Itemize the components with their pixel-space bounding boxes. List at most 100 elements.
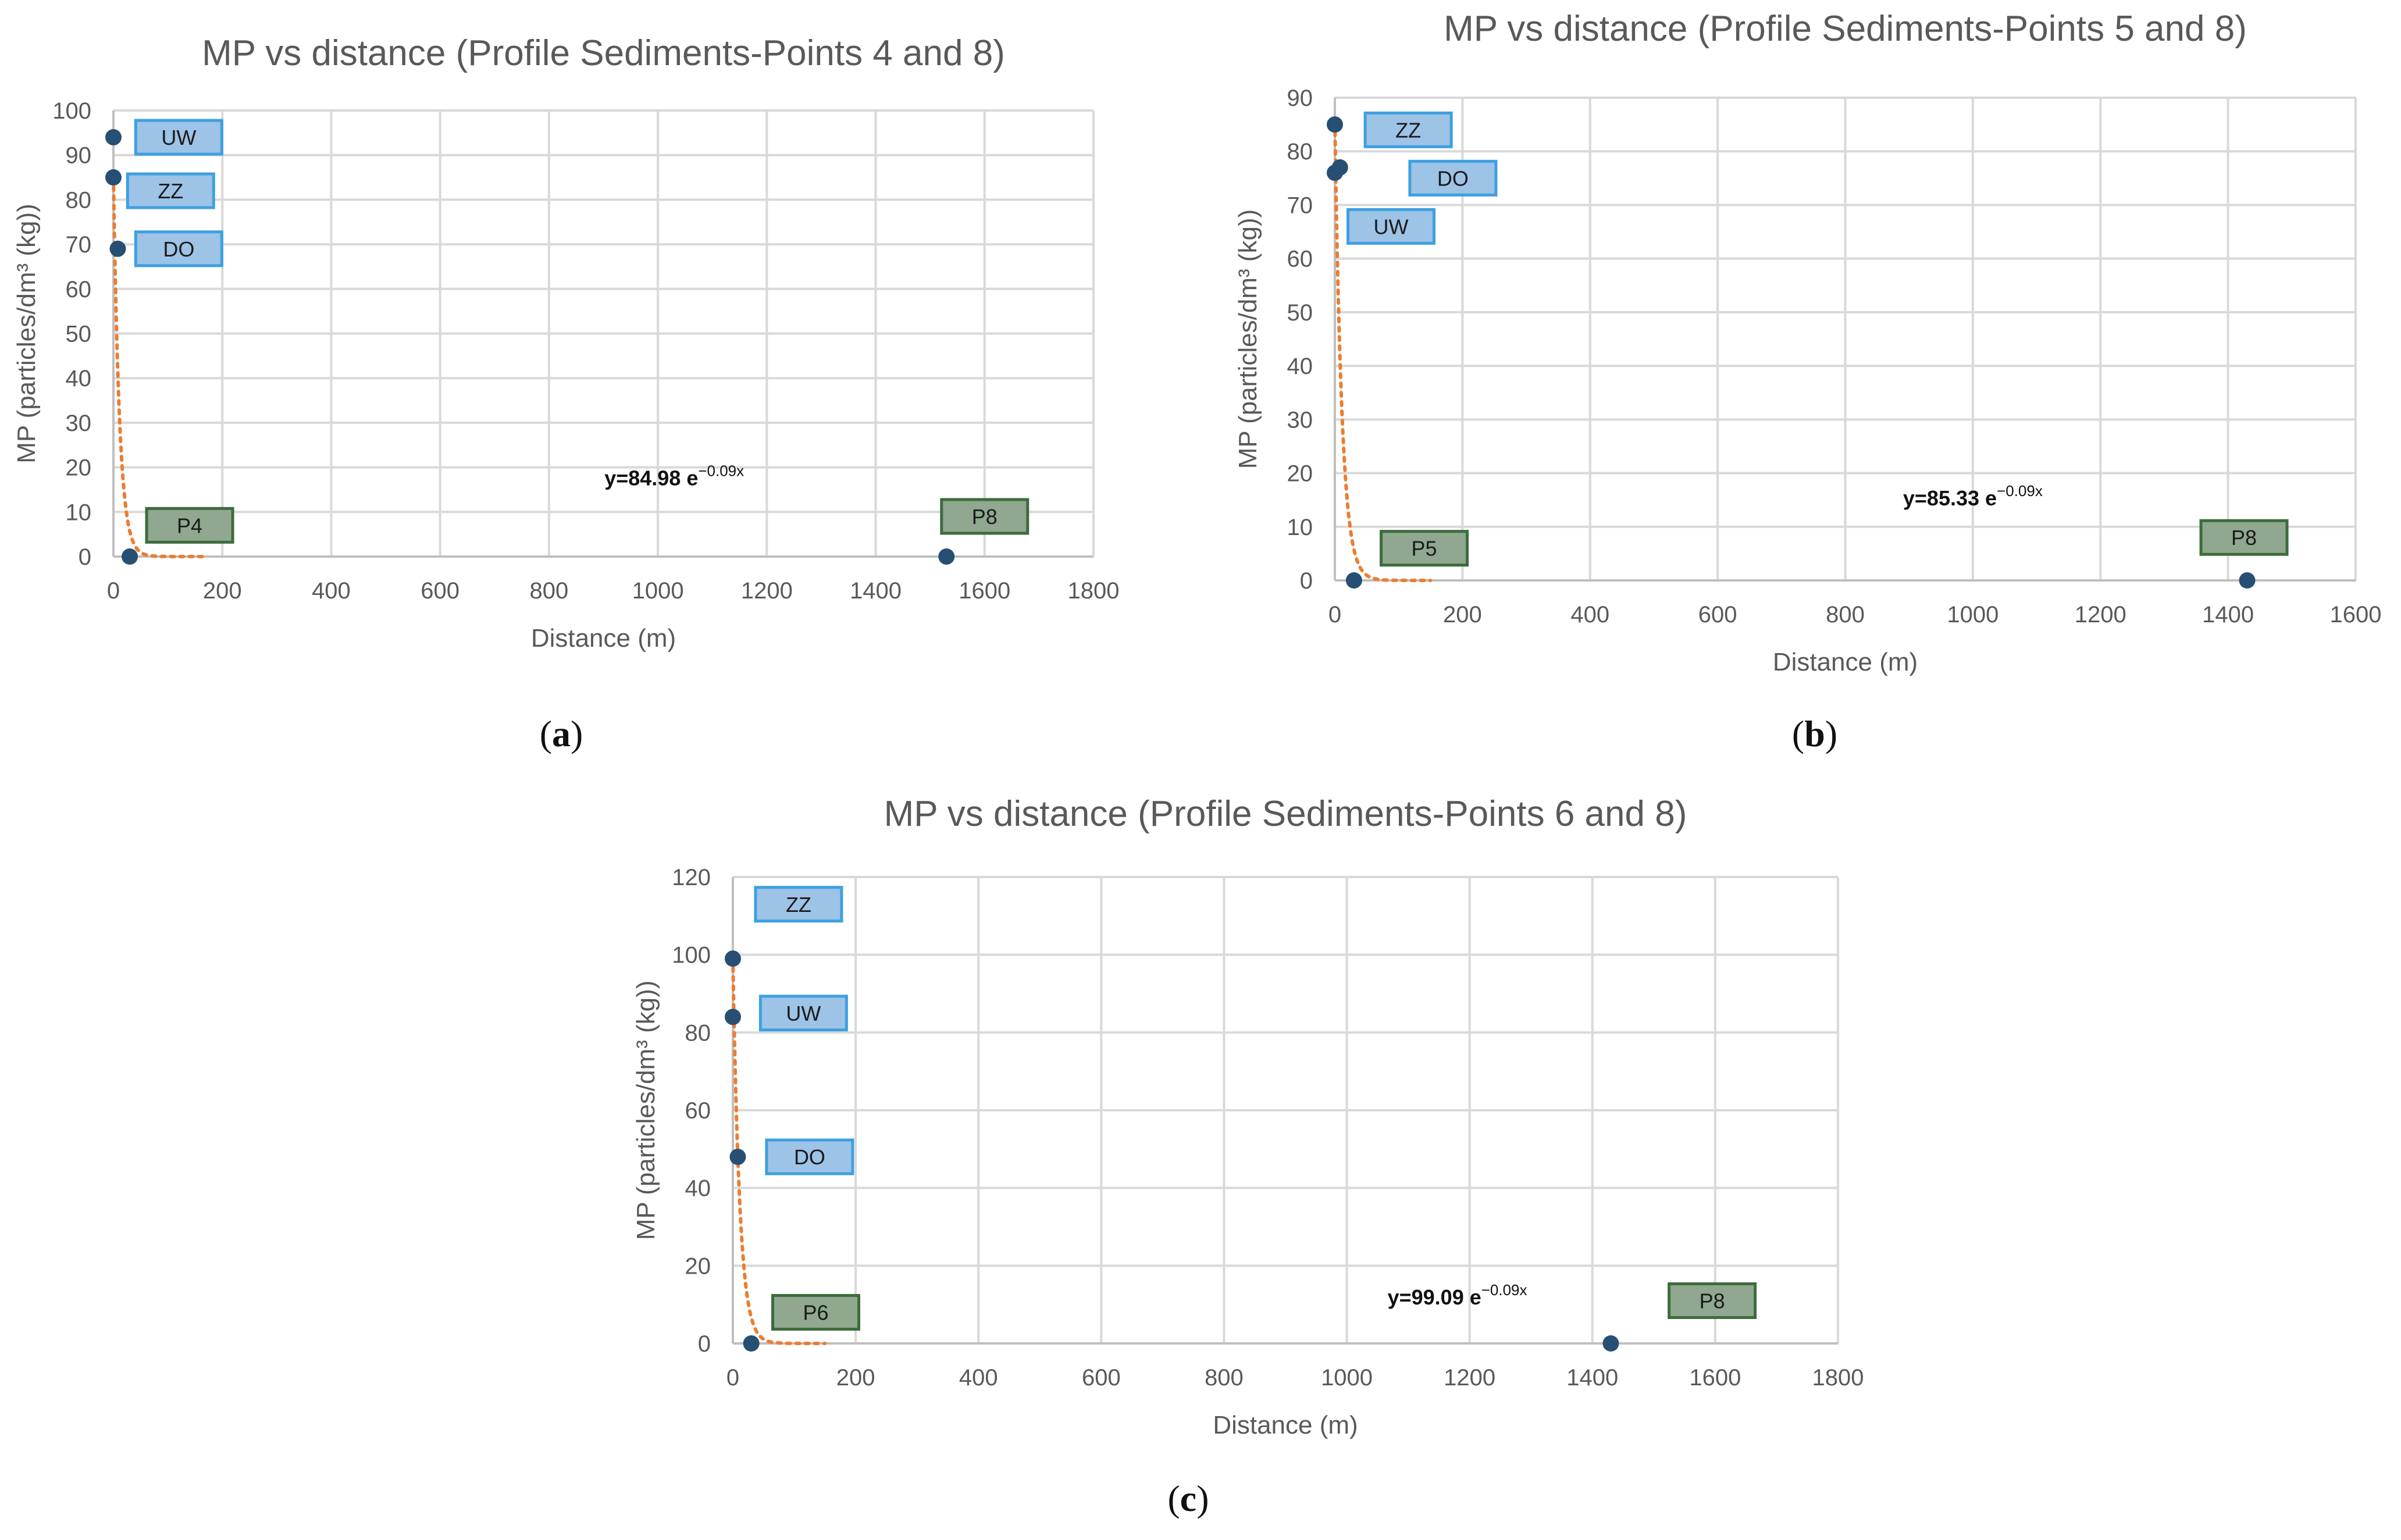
data-label-p8: P8 (940, 498, 1029, 535)
x-tick-label: 400 (1570, 602, 1609, 628)
x-axis-title: Distance (m) (531, 624, 676, 653)
data-label-uw: UW (758, 994, 848, 1032)
x-tick-label: 1800 (1068, 578, 1120, 604)
x-tick-label: 0 (1328, 602, 1341, 628)
data-label-text: ZZ (786, 893, 811, 917)
x-tick-label: 600 (1698, 602, 1737, 628)
trendline-equation-exponent: −0.09x (698, 462, 744, 479)
data-label-box (754, 886, 843, 923)
data-label-box (771, 1294, 860, 1331)
exponential-trendline (112, 176, 208, 558)
x-tick-label: 200 (836, 1365, 875, 1391)
trendline-equation-base: y=99.09 e (1388, 1285, 1481, 1309)
x-tick-label: 1000 (1321, 1365, 1373, 1391)
y-tick-label: 100 (52, 98, 91, 124)
x-tick-label: 600 (1082, 1365, 1121, 1391)
x-tick-label: 1200 (741, 578, 793, 604)
data-label-text: P8 (972, 505, 998, 529)
y-tick-label: 10 (1287, 515, 1313, 540)
x-tick-label: 800 (1205, 1365, 1244, 1391)
data-point (743, 1335, 760, 1352)
y-tick-label: 90 (1287, 85, 1313, 111)
data-label-p6: P6 (771, 1294, 860, 1331)
x-tick-label: 1000 (632, 578, 684, 604)
y-tick-label: 40 (685, 1176, 711, 1202)
trendline-equation: y=99.09 e−0.09x (1388, 1281, 1527, 1309)
data-label-box (940, 498, 1029, 535)
data-label-p8: P8 (2199, 519, 2289, 556)
data-label-text: UW (786, 1001, 821, 1025)
y-axis-title: MP (particles/dm³ (kg)) (12, 204, 41, 464)
y-tick-label: 120 (672, 865, 711, 890)
data-point (1602, 1335, 1619, 1352)
exponential-trendline (731, 956, 827, 1345)
x-tick-label: 200 (203, 578, 242, 604)
y-tick-label: 80 (66, 187, 92, 213)
trendline-equation: y=85.33 e−0.09x (1903, 482, 2043, 510)
panel-letter-a: (a) (539, 713, 583, 754)
data-label-box (126, 172, 215, 209)
exponential-trendline (1333, 121, 1433, 582)
data-label-text: P8 (2231, 526, 2257, 550)
y-tick-label: 60 (1287, 247, 1313, 272)
data-point (938, 548, 955, 565)
panel-letter-b: (b) (1791, 713, 1838, 754)
y-tick-label: 20 (66, 455, 92, 481)
y-tick-label: 40 (1287, 354, 1313, 379)
chart-b-svg: MP vs distance (Profile Sediments-Points… (1234, 9, 2382, 676)
data-point (1331, 159, 1348, 176)
x-tick-label: 200 (1443, 602, 1482, 628)
y-tick-label: 20 (1287, 461, 1313, 487)
y-tick-label: 10 (66, 500, 92, 525)
data-point (729, 1149, 746, 1165)
trendline-equation: y=84.98 e−0.09x (604, 462, 744, 490)
x-tick-label: 400 (312, 578, 351, 604)
data-label-box (134, 119, 223, 156)
data-label-uw: UW (134, 119, 223, 156)
x-tick-label: 1400 (1566, 1365, 1618, 1391)
y-tick-label: 100 (672, 943, 711, 968)
x-tick-label: 400 (959, 1365, 998, 1391)
x-tick-label: 600 (421, 578, 459, 604)
data-label-zz: ZZ (1363, 111, 1453, 148)
trendline-equation-exponent: −0.09x (1481, 1281, 1527, 1299)
data-point (725, 1008, 741, 1025)
x-tick-label: 0 (107, 578, 120, 604)
trendline-equation-base: y=85.33 e (1903, 486, 1997, 510)
y-tick-label: 0 (79, 544, 91, 570)
x-axis-title: Distance (m) (1213, 1411, 1358, 1439)
data-label-p4: P4 (145, 507, 234, 544)
data-point (1345, 572, 1362, 589)
y-tick-label: 40 (66, 366, 92, 391)
y-tick-label: 50 (66, 322, 92, 347)
x-tick-label: 1400 (2202, 602, 2254, 628)
panel-letter-c: (c) (1167, 1478, 1209, 1519)
data-label-box (1346, 208, 1436, 245)
y-tick-label: 80 (1287, 139, 1313, 165)
data-label-p8: P8 (1668, 1282, 1757, 1319)
data-point (105, 129, 122, 146)
chart-title: MP vs distance (Profile Sediments-Points… (202, 33, 1005, 73)
x-tick-label: 1800 (1812, 1365, 1864, 1391)
chart-a-svg: MP vs distance (Profile Sediments-Points… (12, 33, 1120, 653)
data-label-text: DO (163, 237, 194, 261)
data-label-box (145, 507, 234, 544)
data-label-box (2199, 519, 2289, 556)
x-tick-label: 1600 (2330, 602, 2382, 628)
y-tick-label: 50 (1287, 300, 1313, 326)
data-label-do: DO (134, 230, 223, 268)
y-tick-label: 0 (698, 1331, 711, 1357)
data-point (725, 950, 741, 967)
x-axis-title: Distance (m) (1773, 648, 1918, 676)
x-tick-label: 800 (530, 578, 569, 604)
data-label-text: DO (794, 1145, 825, 1169)
chart-panel-a: MP vs distance (Profile Sediments-Points… (0, 23, 1163, 698)
data-label-text: P4 (177, 514, 202, 537)
data-label-zz: ZZ (126, 172, 215, 209)
data-point (1327, 116, 1343, 133)
chart-panel-b: MP vs distance (Profile Sediments-Points… (1221, 6, 2401, 704)
data-point (2239, 572, 2256, 589)
data-label-box (134, 230, 223, 268)
data-label-box (1668, 1282, 1757, 1319)
y-tick-label: 0 (1300, 568, 1313, 594)
